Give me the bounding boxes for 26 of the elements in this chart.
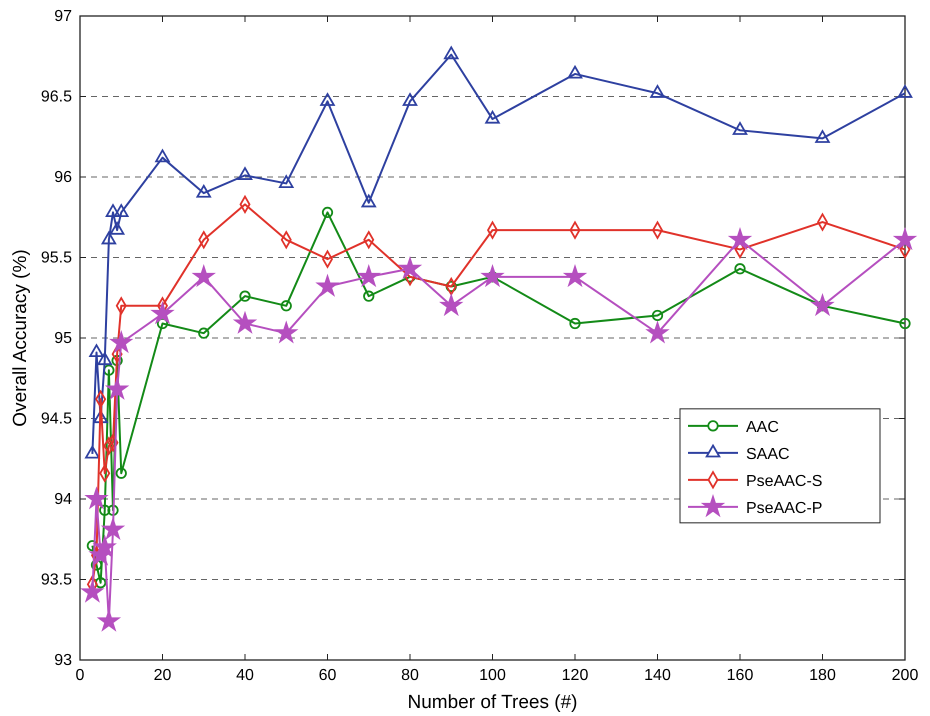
y-axis-title: Overall Accuracy (%) — [10, 249, 31, 427]
x-tick-label: 100 — [479, 667, 506, 684]
y-tick-label: 96 — [54, 169, 72, 186]
x-tick-label: 200 — [892, 667, 918, 684]
y-tick-label: 95 — [54, 330, 72, 347]
y-tick-label: 97 — [54, 8, 72, 25]
x-tick-label: 120 — [562, 667, 588, 684]
y-tick-label: 93.5 — [40, 572, 72, 588]
legend-label: PseAAC-P — [746, 500, 822, 517]
x-tick-label: 40 — [236, 667, 254, 684]
legend-label: SAAC — [746, 446, 790, 463]
x-axis-title: Number of Trees (#) — [408, 692, 578, 713]
y-tick-label: 96.5 — [40, 88, 72, 106]
y-tick-label: 94 — [54, 491, 72, 508]
x-tick-label: 160 — [726, 667, 754, 684]
x-tick-label: 80 — [401, 667, 419, 684]
x-tick-label: 180 — [809, 667, 836, 684]
x-tick-label: 0 — [76, 667, 85, 684]
legend-label: AAC — [746, 418, 779, 436]
y-tick-label: 94.5 — [40, 410, 72, 428]
y-tick-label: 95.5 — [40, 250, 72, 266]
x-tick-label: 140 — [644, 667, 671, 684]
legend-label: PseAAC-S — [746, 472, 822, 490]
y-tick-label: 93 — [54, 652, 72, 669]
x-tick-label: 60 — [318, 667, 336, 684]
x-tick-label: 20 — [154, 667, 172, 684]
